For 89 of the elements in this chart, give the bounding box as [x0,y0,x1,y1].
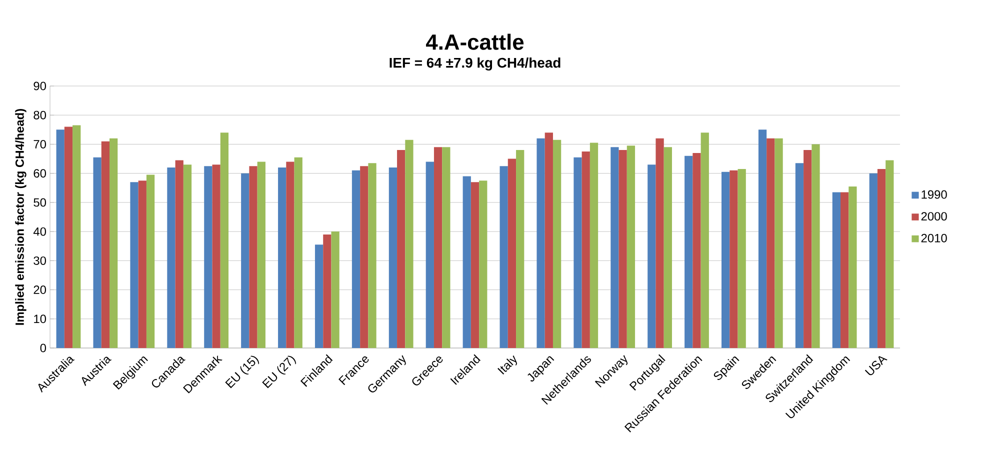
bar [241,173,250,348]
bar [648,164,656,348]
bar [249,166,258,348]
bar [722,172,730,348]
bar [552,140,562,348]
bar [397,150,406,348]
bar [700,132,709,348]
bar [175,160,184,348]
bar [434,147,442,348]
bar [220,132,228,348]
bar [840,192,849,348]
bar [278,168,286,348]
bar [758,130,767,348]
bar [692,152,701,348]
bar [388,168,398,348]
bar [774,138,783,348]
bar [886,160,894,348]
bar [93,157,102,348]
bar [738,168,746,348]
bar [536,138,545,348]
bar [877,168,886,348]
y-tick-label: 40 [33,227,46,236]
bar [405,140,414,348]
bar [204,166,212,348]
bar [656,138,664,348]
bar [130,182,138,348]
bar [314,244,324,348]
y-tick-label: 10 [34,314,46,324]
x-tick-label: Italy [498,355,517,375]
y-tick-label: 60 [34,169,46,178]
y-tick-label: 30 [34,256,46,265]
bar [804,150,812,348]
bar [110,138,118,348]
bar [462,176,471,348]
bar [626,146,636,348]
bar [479,180,488,348]
bar [544,132,553,348]
bar [352,170,360,348]
bar [848,186,857,348]
x-tick-label: USA [864,356,888,376]
bar [618,150,627,348]
y-tick-label: 80 [34,110,46,120]
bar [72,125,81,348]
bar [294,157,302,348]
bar [56,130,64,348]
y-tick-label: 20 [34,286,46,294]
bar [795,163,804,348]
chart-subtitle: IEF = 64 ±7.9 kg CH4/head [390,57,560,71]
y-tick-label: 70 [34,140,46,148]
legend-label: 2000 [921,212,947,221]
bar [101,141,110,348]
y-tick-label: 50 [34,198,46,207]
bar [257,162,266,348]
bar [516,150,524,348]
bar [426,162,434,348]
y-tick-label: 0 [40,344,46,352]
chart-title: 4.A-cattle [426,34,524,50]
bar [331,232,340,348]
x-tick-label: EU (15) [225,356,260,388]
bar [323,234,332,348]
bar [212,164,220,348]
bar [766,138,775,348]
bar [470,182,480,348]
y-tick-label: 90 [34,82,46,90]
bar [610,147,619,348]
bar [812,144,820,348]
bar [582,152,590,348]
bar [500,166,508,348]
bar [730,170,738,348]
bar [286,162,294,348]
bar [590,142,598,348]
bar [368,163,376,348]
bar [64,126,73,348]
bar [832,192,841,348]
bar [508,158,516,348]
bar [183,164,192,348]
x-tick-label: EU (27) [262,356,296,388]
legend-label: 1990 [922,190,947,199]
bar [138,180,146,348]
bar [167,168,176,348]
bar [360,166,368,348]
bar [574,157,582,348]
bar [146,174,155,348]
bar [684,156,693,348]
bar [869,173,878,348]
legend-label: 2010 [921,234,947,242]
bar [442,147,450,348]
bar [664,147,672,348]
y-axis-title: Implied emission factor (kg CH4/head) [15,108,26,325]
